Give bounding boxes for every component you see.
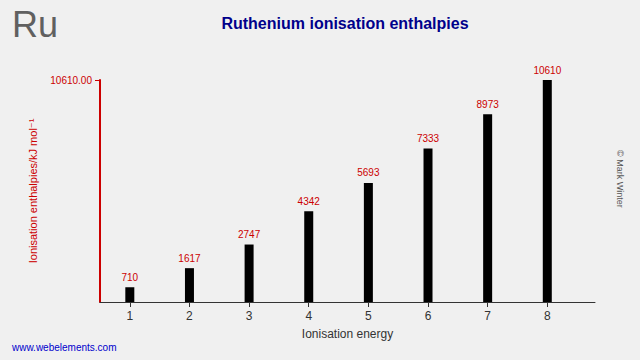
svg-text:4342: 4342 <box>298 196 321 207</box>
svg-text:5: 5 <box>365 309 372 323</box>
svg-text:Ruthenium ionisation enthalpie: Ruthenium ionisation enthalpies <box>221 15 468 32</box>
svg-text:7: 7 <box>484 309 491 323</box>
svg-text:2747: 2747 <box>238 229 261 240</box>
svg-text:710: 710 <box>121 272 138 283</box>
svg-text:Ru: Ru <box>12 4 58 45</box>
svg-text:2: 2 <box>186 309 193 323</box>
svg-text:8973: 8973 <box>477 99 500 110</box>
svg-text:Ionisation energy: Ionisation energy <box>302 327 393 341</box>
svg-text:6: 6 <box>425 309 432 323</box>
svg-text:1617: 1617 <box>178 253 201 264</box>
svg-text:5693: 5693 <box>357 167 380 178</box>
svg-text:10610: 10610 <box>533 65 561 76</box>
svg-text:10610.00: 10610.00 <box>50 75 92 86</box>
svg-text:Ionisation enthalpies/kJ mol⁻¹: Ionisation enthalpies/kJ mol⁻¹ <box>27 118 39 263</box>
svg-text:© Mark Winter: © Mark Winter <box>615 150 625 208</box>
svg-text:www.webelements.com: www.webelements.com <box>11 342 116 353</box>
svg-text:1: 1 <box>126 309 133 323</box>
svg-text:4: 4 <box>305 309 312 323</box>
svg-text:3: 3 <box>246 309 253 323</box>
svg-text:7333: 7333 <box>417 133 440 144</box>
svg-text:8: 8 <box>544 309 551 323</box>
